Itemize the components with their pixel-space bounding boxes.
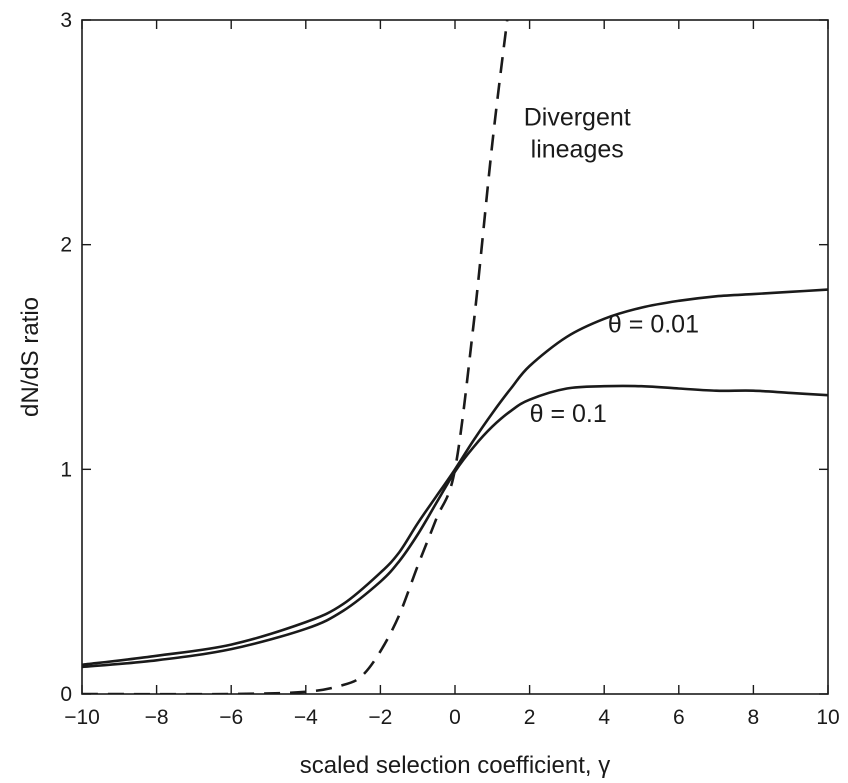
x-tick-label: −10 bbox=[64, 706, 100, 729]
y-tick-label: 0 bbox=[60, 683, 72, 706]
series-layer bbox=[82, 20, 828, 694]
annotation-line: lineages bbox=[531, 136, 624, 164]
y-tick-label: 3 bbox=[60, 9, 72, 32]
x-tick-label: 4 bbox=[598, 706, 610, 729]
annotation-divergent: Divergent lineages bbox=[524, 104, 631, 164]
x-tick-label: −4 bbox=[294, 706, 318, 729]
y-axis-label: dN/dS ratio bbox=[17, 297, 44, 417]
x-tick-label: −8 bbox=[145, 706, 169, 729]
annotation-theta-01: θ = 0.1 bbox=[530, 400, 607, 428]
annotation-theta-001: θ = 0.01 bbox=[608, 310, 699, 338]
x-tick-label: 0 bbox=[449, 706, 461, 729]
y-tick-label: 1 bbox=[60, 458, 72, 481]
series-line-divergent bbox=[82, 20, 509, 694]
x-tick-label: 2 bbox=[524, 706, 536, 729]
x-axis-label: scaled selection coefficient, γ bbox=[300, 752, 610, 779]
x-tick-label: 8 bbox=[748, 706, 760, 729]
tick-layer bbox=[81, 19, 829, 695]
x-tick-label: 10 bbox=[816, 706, 839, 729]
x-tick-label: −6 bbox=[219, 706, 243, 729]
label-layer: −10 −8 −6 −4 −2 0 2 4 6 8 10 0 1 2 3 θ = 0.01 θ = 0.1 Div… bbox=[60, 9, 839, 729]
annotation-line: θ = 0.1 bbox=[530, 400, 607, 428]
annotation-line: Divergent bbox=[524, 104, 631, 132]
annotation-line: θ = 0.01 bbox=[608, 310, 699, 338]
y-tick-label: 2 bbox=[60, 234, 72, 257]
series-line-theta-01 bbox=[82, 384, 828, 669]
x-tick-label: −2 bbox=[368, 706, 392, 729]
plot-frame bbox=[81, 19, 829, 695]
series-line-theta-001 bbox=[82, 288, 828, 667]
x-tick-label: 6 bbox=[673, 706, 685, 729]
